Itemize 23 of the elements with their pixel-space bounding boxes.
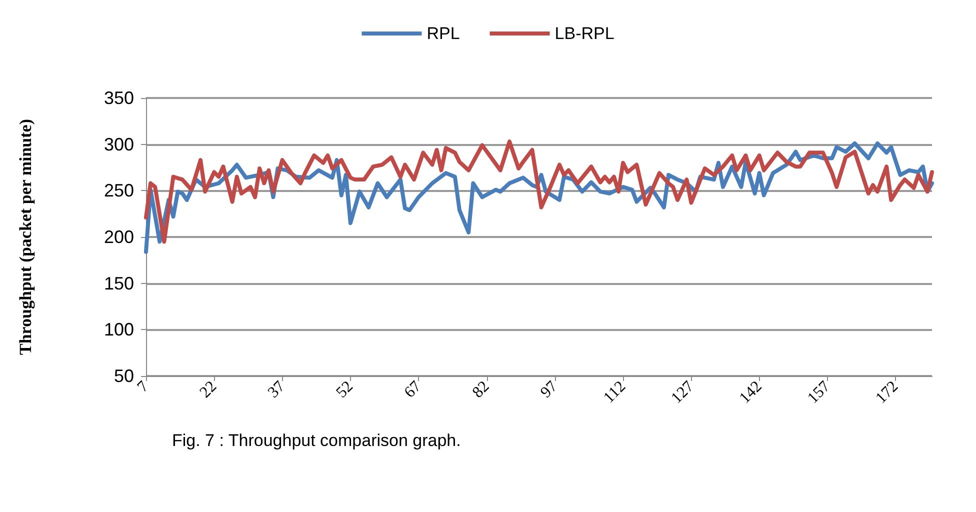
- x-tick-label: 52: [333, 378, 356, 402]
- x-tick-label: 67: [401, 378, 425, 402]
- x-tick-label: 7: [134, 378, 152, 396]
- y-tick-label: 250: [104, 180, 134, 201]
- x-tick-label: 97: [538, 378, 561, 402]
- x-tick-label: 22: [196, 378, 220, 402]
- x-tick-label: 82: [469, 378, 493, 402]
- y-tick-label: 350: [104, 88, 134, 108]
- y-tick-label: 50: [114, 366, 134, 386]
- y-tick-label: 200: [104, 227, 134, 247]
- y-axis-title: Throughput (packet per minute): [16, 119, 35, 355]
- x-tick-label: 142: [736, 378, 766, 407]
- caption: Fig. 7 : Throughput comparison graph.: [172, 431, 461, 450]
- x-tick-label: 172: [872, 378, 902, 407]
- x-tick-label: 157: [804, 378, 834, 407]
- y-tick-label: 300: [104, 134, 134, 154]
- legend-label: LB-RPL: [554, 24, 614, 43]
- x-tick-label: 127: [668, 378, 698, 407]
- y-tick-label: 150: [104, 273, 134, 294]
- x-tick-label: 37: [264, 378, 288, 402]
- x-tick-label: 112: [600, 378, 630, 407]
- legend-label: RPL: [426, 24, 460, 43]
- y-tick-label: 100: [104, 320, 134, 340]
